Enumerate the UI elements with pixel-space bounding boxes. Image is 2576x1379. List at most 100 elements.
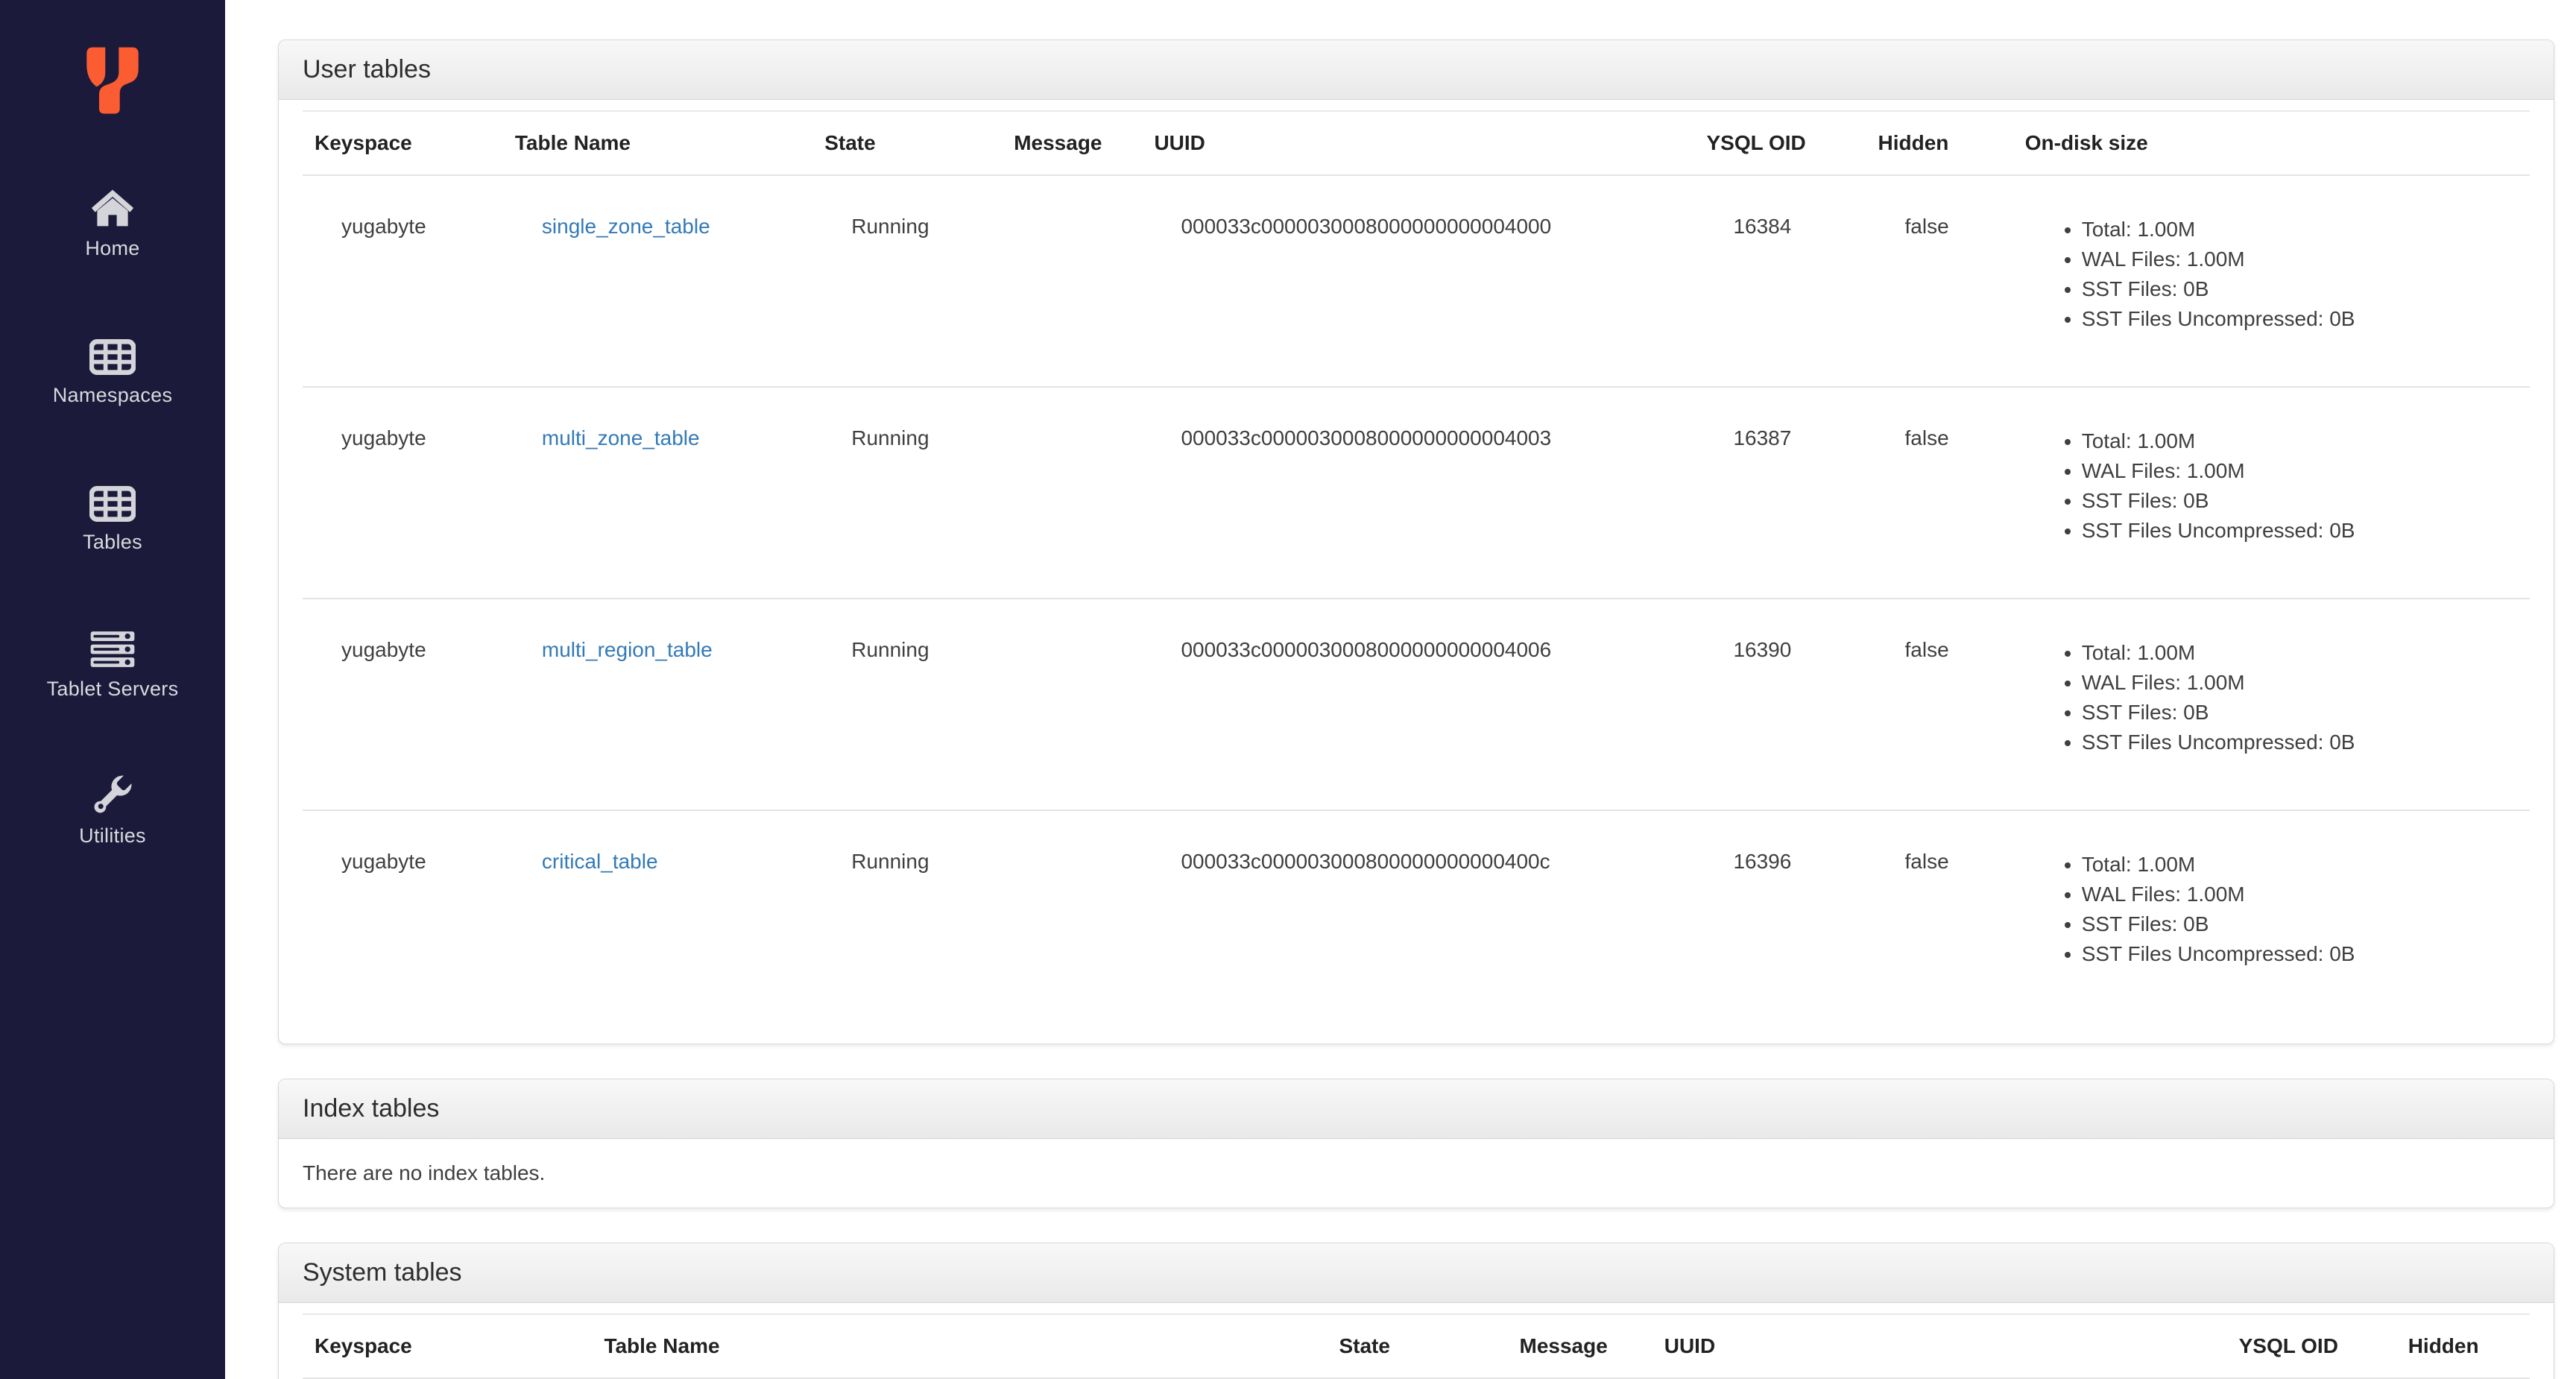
empty-message: There are no index tables. [303,1161,546,1184]
keyspace-cell: yugabyte [303,598,503,810]
column-header-on-disk-size: On-disk size [2012,111,2530,176]
list-item: SST Files: 0B [2082,698,2518,728]
on-disk-size-list: Total: 1.00M WAL Files: 1.00M SST Files:… [2052,215,2518,334]
list-item: SST Files: 0B [2082,486,2518,516]
sidebar: Home Namespaces [0,0,225,1379]
utilities-icon [91,774,134,815]
sidebar-item-utilities[interactable]: Utilities [0,774,225,848]
table-name-cell: critical_table [502,810,813,1021]
list-item: Total: 1.00M [2082,215,2518,244]
uuid-cell: 000033c000003000800000000000400c [1142,810,1695,1021]
column-header-keyspace: Keyspace [303,111,503,176]
on-disk-size-list: Total: 1.00M WAL Files: 1.00M SST Files:… [2052,426,2518,546]
list-item: Total: 1.00M [2082,638,2518,668]
namespaces-icon [89,333,136,375]
system-tables-panel-body: Keyspace Table Name State Message UUID Y… [279,1303,2554,1379]
user-tables-panel-body: Keyspace Table Name State Message UUID Y… [279,100,2554,1044]
keyspace-cell: yugabyte [303,386,503,599]
list-item: SST Files: 0B [2082,909,2518,939]
list-item: SST Files Uncompressed: 0B [2082,304,2518,334]
table-name-link[interactable]: single_zone_table [541,215,710,238]
hidden-cell: false [1866,386,2013,599]
sidebar-item-label: Home [85,237,140,259]
yugabyte-logo-icon [86,47,139,114]
sidebar-item-label: Tablet Servers [46,678,179,700]
column-header-keyspace: Keyspace [303,1314,593,1379]
table-row: yugabyte multi_region_table Running 0000… [303,598,2530,810]
table-name-link[interactable]: multi_region_table [541,638,713,661]
message-cell [1002,598,1143,810]
sidebar-item-label: Tables [83,531,142,553]
table-header-row: Keyspace Table Name State Message UUID Y… [303,1314,2530,1379]
panel-title: Index tables [303,1094,440,1123]
sidebar-item-label: Utilities [79,824,146,847]
on-disk-size-list: Total: 1.00M WAL Files: 1.00M SST Files:… [2052,638,2518,757]
column-header-state: State [812,111,1003,176]
table-name-link[interactable]: multi_zone_table [541,426,700,449]
ysql-oid-cell: 16390 [1694,598,1866,810]
on-disk-size-list: Total: 1.00M WAL Files: 1.00M SST Files:… [2052,850,2518,969]
keyspace-cell: yugabyte [303,810,503,1021]
message-cell [1002,810,1143,1021]
on-disk-size-cell: Total: 1.00M WAL Files: 1.00M SST Files:… [2012,810,2530,1021]
column-header-ysql-oid: YSQL OID [2226,1314,2396,1379]
panel-title: User tables [303,55,431,83]
yugabyte-logo[interactable] [75,43,150,118]
message-cell [1002,175,1142,387]
list-item: Total: 1.00M [2082,426,2518,456]
user-tables-panel: User tables Keyspace Table Name State Me… [278,40,2554,1044]
column-header-hidden: Hidden [1866,111,2013,176]
sidebar-item-label: Namespaces [52,384,173,406]
user-tables-table: Keyspace Table Name State Message UUID Y… [303,110,2530,1021]
table-row: yugabyte single_zone_table Running 00003… [303,175,2530,387]
column-header-uuid: UUID [1652,1314,2227,1379]
state-cell: Running [812,810,1003,1021]
tables-icon [89,480,136,522]
ysql-oid-cell: 16396 [1694,810,1866,1021]
list-item: Total: 1.00M [2082,850,2518,880]
panel-title: System tables [303,1258,462,1287]
table-name-cell: single_zone_table [503,175,812,387]
list-item: WAL Files: 1.00M [2082,456,2518,486]
column-header-state: State [1327,1314,1508,1379]
ysql-oid-cell: 16387 [1694,386,1866,599]
table-name-cell: multi_region_table [502,598,813,810]
list-item: SST Files: 0B [2082,274,2518,304]
state-cell: Running [812,598,1003,810]
list-item: WAL Files: 1.00M [2082,668,2518,698]
sidebar-item-home[interactable]: Home [0,186,225,260]
system-tables-table: Keyspace Table Name State Message UUID Y… [303,1313,2530,1379]
state-cell: Running [851,215,929,238]
system-tables-panel: System tables Keyspace Table Name State … [278,1243,2554,1379]
table-row: yugabyte multi_zone_table Running 000033… [303,386,2530,599]
hidden-cell: false [1866,810,2013,1021]
tablet-servers-icon [88,627,137,669]
table-name-link[interactable]: critical_table [541,850,658,873]
column-header-table-name: Table Name [502,111,813,176]
user-tables-panel-heading: User tables [279,40,2554,100]
index-tables-panel: Index tables There are no index tables. [278,1079,2554,1208]
sidebar-item-tablet-servers[interactable]: Tablet Servers [0,627,225,701]
hidden-cell: false [1904,215,1949,238]
uuid-cell: 000033c0000030008000000000004003 [1142,386,1695,599]
message-cell [1002,386,1143,599]
on-disk-size-cell: Total: 1.00M WAL Files: 1.00M SST Files:… [2012,386,2530,599]
column-header-message: Message [1002,111,1143,176]
home-icon [90,186,135,228]
list-item: SST Files Uncompressed: 0B [2082,516,2518,546]
list-item: SST Files Uncompressed: 0B [2082,939,2518,969]
sidebar-nav: Home Namespaces [0,186,225,921]
on-disk-size-cell: Total: 1.00M WAL Files: 1.00M SST Files:… [2013,175,2530,387]
list-item: WAL Files: 1.00M [2082,244,2518,274]
table-header-row: Keyspace Table Name State Message UUID Y… [303,111,2530,176]
ysql-oid-cell: 16384 [1733,215,1792,238]
column-header-table-name: Table Name [592,1314,1328,1379]
sidebar-item-namespaces[interactable]: Namespaces [0,333,225,407]
sidebar-item-tables[interactable]: Tables [0,480,225,554]
on-disk-size-cell: Total: 1.00M WAL Files: 1.00M SST Files:… [2012,598,2530,810]
column-header-hidden: Hidden [2396,1314,2530,1379]
column-header-message: Message [1507,1314,1652,1379]
list-item: WAL Files: 1.00M [2082,880,2518,909]
hidden-cell: false [1866,598,2013,810]
